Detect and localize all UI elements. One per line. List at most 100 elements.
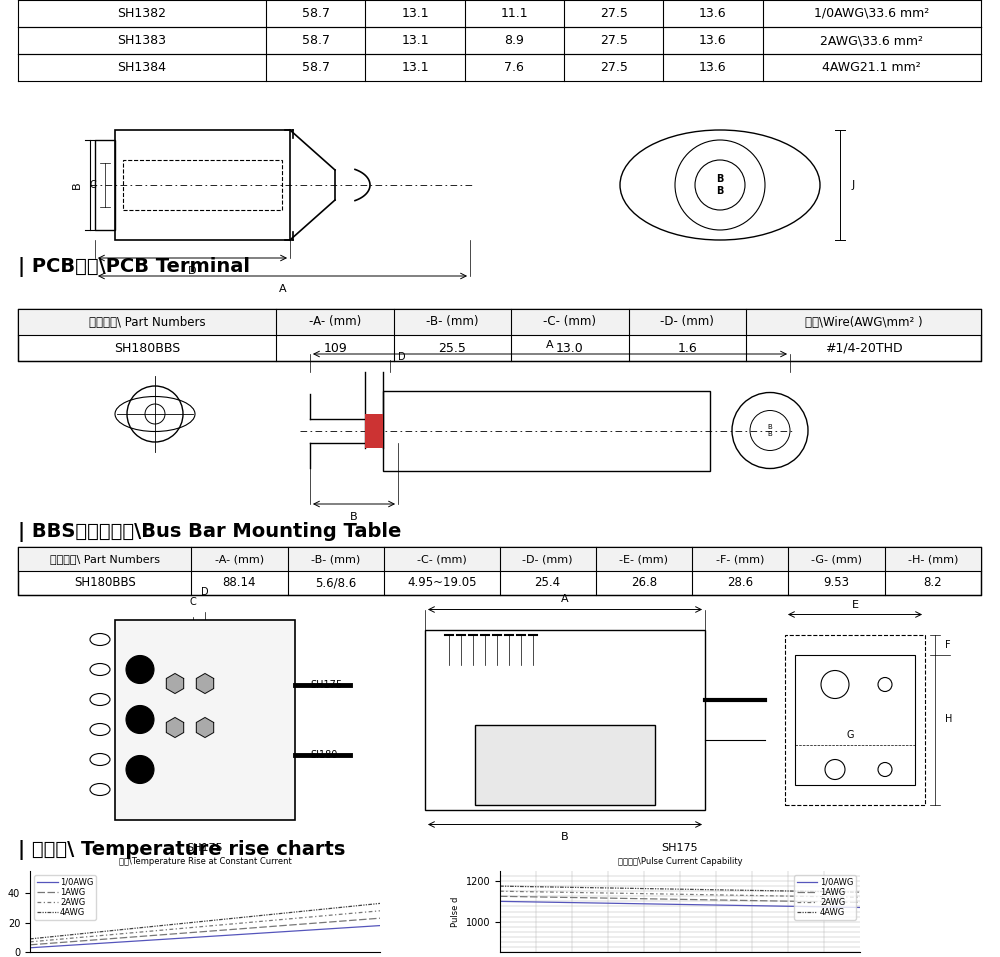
- Text: 1.6: 1.6: [678, 342, 697, 354]
- Text: SH175: SH175: [310, 679, 342, 689]
- Text: -D- (mm): -D- (mm): [660, 316, 714, 328]
- Bar: [795, 655, 915, 785]
- Text: 1/0AWG\33.6 mm²: 1/0AWG\33.6 mm²: [814, 7, 929, 20]
- Text: SH1383: SH1383: [118, 34, 167, 47]
- Text: 13.1: 13.1: [401, 7, 429, 20]
- Text: | BBS端子安装图\Bus Bar Mounting Table: | BBS端子安装图\Bus Bar Mounting Table: [18, 522, 401, 542]
- Text: SH180BBS: SH180BBS: [74, 576, 136, 590]
- Text: 零件料号\ Part Numbers: 零件料号\ Part Numbers: [50, 554, 160, 564]
- Text: SH180BBS: SH180BBS: [114, 342, 180, 354]
- Text: -A- (mm): -A- (mm): [215, 554, 264, 564]
- Text: 2AWG\33.6 mm²: 2AWG\33.6 mm²: [820, 34, 923, 47]
- Text: 13.1: 13.1: [401, 61, 429, 74]
- Text: 58.7: 58.7: [302, 34, 330, 47]
- Text: 25.5: 25.5: [439, 342, 466, 354]
- Text: 5.6/8.6: 5.6/8.6: [315, 576, 356, 590]
- Text: 27.5: 27.5: [600, 34, 628, 47]
- Text: -B- (mm): -B- (mm): [311, 554, 360, 564]
- Bar: [18, 54, 981, 81]
- Text: 8.2: 8.2: [924, 576, 942, 590]
- Bar: [115, 130, 290, 240]
- Legend: 1/0AWG, 1AWG, 2AWG, 4AWG: 1/0AWG, 1AWG, 2AWG, 4AWG: [34, 875, 96, 920]
- Legend: 1/0AWG, 1AWG, 2AWG, 4AWG: 1/0AWG, 1AWG, 2AWG, 4AWG: [794, 875, 856, 920]
- Text: B
B: B B: [768, 424, 772, 437]
- Text: -G- (mm): -G- (mm): [811, 554, 862, 564]
- Text: 26.8: 26.8: [631, 576, 657, 590]
- Text: SH175: SH175: [187, 842, 223, 853]
- Text: -A- (mm): -A- (mm): [309, 316, 361, 328]
- Circle shape: [126, 656, 154, 683]
- Bar: [425, 630, 705, 810]
- Text: -F- (mm): -F- (mm): [716, 554, 764, 564]
- Text: -H- (mm): -H- (mm): [908, 554, 958, 564]
- Polygon shape: [166, 718, 184, 738]
- Bar: [115, 619, 295, 819]
- Text: 13.6: 13.6: [699, 7, 727, 20]
- Text: 58.7: 58.7: [302, 61, 330, 74]
- Bar: [383, 390, 710, 471]
- Text: 13.6: 13.6: [699, 34, 727, 47]
- Text: -E- (mm): -E- (mm): [619, 554, 668, 564]
- Text: 58.7: 58.7: [302, 7, 330, 20]
- Text: | PCB端子\PCB Terminal: | PCB端子\PCB Terminal: [18, 257, 250, 277]
- Text: B: B: [350, 512, 358, 522]
- Text: 13.0: 13.0: [556, 342, 584, 354]
- Bar: [365, 413, 383, 448]
- Text: J: J: [852, 180, 855, 190]
- Text: 零件料号\ Part Numbers: 零件料号\ Part Numbers: [89, 316, 205, 328]
- Bar: [123, 160, 282, 210]
- Y-axis label: Pulse d: Pulse d: [451, 897, 460, 926]
- Text: E: E: [852, 599, 858, 610]
- Text: 27.5: 27.5: [600, 61, 628, 74]
- Text: SH175: SH175: [662, 842, 698, 853]
- Y-axis label: ℃: ℃: [0, 905, 2, 918]
- Bar: [95, 140, 115, 230]
- Text: 13.1: 13.1: [401, 34, 429, 47]
- Text: 4AWG21.1 mm²: 4AWG21.1 mm²: [822, 61, 921, 74]
- Text: SH1384: SH1384: [118, 61, 167, 74]
- Text: -C- (mm): -C- (mm): [417, 554, 467, 564]
- Bar: [18, 309, 981, 361]
- Text: 温升\Temperature Rise at Constant Current: 温升\Temperature Rise at Constant Current: [119, 857, 291, 866]
- Text: D: D: [188, 266, 197, 276]
- Text: SH1382: SH1382: [118, 7, 167, 20]
- Text: F: F: [945, 639, 951, 650]
- Polygon shape: [166, 674, 184, 694]
- Text: 线径\Wire(AWG\mm² ): 线径\Wire(AWG\mm² ): [805, 316, 922, 328]
- Bar: [18, 27, 981, 54]
- Text: A: A: [546, 340, 554, 350]
- Text: 7.6: 7.6: [504, 61, 524, 74]
- Text: C: C: [190, 597, 196, 607]
- Bar: [18, 547, 981, 571]
- Circle shape: [126, 705, 154, 733]
- Text: 88.14: 88.14: [223, 576, 256, 590]
- Bar: [785, 634, 925, 805]
- Text: A: A: [279, 284, 286, 294]
- Text: 27.5: 27.5: [600, 7, 628, 20]
- Text: A: A: [561, 594, 569, 605]
- Text: D: D: [398, 352, 406, 362]
- Bar: [18, 309, 981, 335]
- Text: -C- (mm): -C- (mm): [543, 316, 596, 328]
- Text: 9.53: 9.53: [824, 576, 850, 590]
- Polygon shape: [196, 718, 214, 738]
- Text: C: C: [90, 180, 96, 190]
- Text: B: B: [561, 833, 569, 842]
- Text: D: D: [201, 587, 209, 597]
- Text: G: G: [846, 729, 854, 740]
- Polygon shape: [196, 674, 214, 694]
- Text: 28.6: 28.6: [727, 576, 753, 590]
- Text: -D- (mm): -D- (mm): [522, 554, 573, 564]
- Circle shape: [126, 755, 154, 784]
- Text: 11.1: 11.1: [501, 7, 528, 20]
- Text: 109: 109: [323, 342, 347, 354]
- Bar: [18, 547, 981, 595]
- Text: 脉冲电流\Pulse Current Capability: 脉冲电流\Pulse Current Capability: [618, 857, 742, 866]
- Text: 13.6: 13.6: [699, 61, 727, 74]
- Text: -B- (mm): -B- (mm): [426, 316, 479, 328]
- Text: 8.9: 8.9: [504, 34, 524, 47]
- Text: B: B: [72, 181, 82, 189]
- Text: SI180: SI180: [310, 749, 337, 760]
- Text: | 温升图\ Temperature rise charts: | 温升图\ Temperature rise charts: [18, 840, 345, 860]
- Bar: [475, 724, 655, 805]
